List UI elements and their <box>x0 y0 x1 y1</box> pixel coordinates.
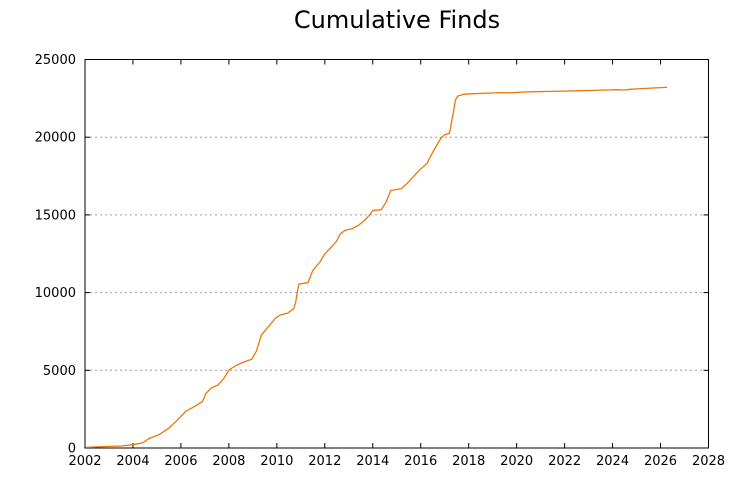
chart-title: Cumulative Finds <box>293 6 501 34</box>
x-tick-label: 2004 <box>116 454 149 469</box>
x-tick-label: 2024 <box>596 454 629 469</box>
x-tick-label: 2006 <box>164 454 197 469</box>
y-tick-label: 0 <box>68 442 76 457</box>
y-tick-label: 5000 <box>43 364 76 379</box>
y-tick-label: 20000 <box>35 131 76 146</box>
x-tick-label: 2008 <box>212 454 245 469</box>
data-line-cumulative-finds <box>85 86 668 449</box>
x-tick-label: 2022 <box>548 454 581 469</box>
y-tick-label: 10000 <box>35 286 76 301</box>
x-tick-label: 2014 <box>356 454 389 469</box>
x-tick-label: 2016 <box>404 454 437 469</box>
y-tick-label: 25000 <box>35 53 76 68</box>
x-tick-label: 2010 <box>260 454 293 469</box>
plot-border <box>84 59 709 449</box>
x-tick-label: 2012 <box>308 454 341 469</box>
x-tick-label: 2002 <box>68 454 101 469</box>
x-tick-label: 2028 <box>692 454 725 469</box>
x-tick-label: 2018 <box>452 454 485 469</box>
x-tick-label: 2026 <box>644 454 677 469</box>
y-tick-label: 15000 <box>35 208 76 223</box>
x-tick-label: 2020 <box>500 454 533 469</box>
